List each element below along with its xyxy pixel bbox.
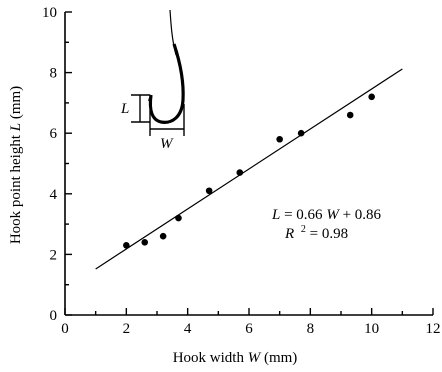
hook-label-l: L (120, 101, 129, 117)
x-tick-label: 6 (245, 321, 253, 337)
y-tick-label: 8 (50, 66, 58, 82)
eq-mid: = 0.66 (284, 207, 323, 223)
x-tick-label: 12 (426, 321, 441, 337)
x-axis-title-prefix: Hook width (173, 350, 248, 366)
eq-lhs: L (271, 207, 280, 223)
data-point (346, 111, 354, 119)
eq-var: W (326, 207, 340, 223)
y-tick-label: 4 (50, 187, 58, 203)
axes (64, 12, 433, 316)
x-tick-label: 4 (184, 321, 192, 337)
data-point (276, 135, 283, 143)
y-tick-label: 2 (50, 247, 58, 263)
eq-rhs: + 0.86 (343, 207, 382, 223)
y-axis-title-suffix: (mm) (8, 86, 24, 119)
hook-label-w: W (160, 136, 174, 152)
data-point (205, 187, 213, 195)
y-tick-label: 10 (42, 5, 57, 21)
data-point (297, 129, 305, 137)
fit-equation: L = 0.66 W + 0.86 (271, 207, 382, 223)
data-point (159, 232, 167, 240)
data-points (123, 93, 375, 249)
x-axis-title: Hook width W (mm) (173, 350, 298, 366)
r2-sup: 2 (301, 224, 306, 235)
y-tick-label: 0 (50, 308, 58, 324)
x-axis-title-suffix: (mm) (264, 350, 297, 366)
hook-diagram: L W (120, 9, 185, 152)
y-axis-title: Hook point height L (mm) (8, 86, 24, 244)
r-squared: R 2 = 0.98 (284, 220, 348, 242)
data-point (123, 242, 130, 249)
x-tick-label: 8 (307, 321, 315, 337)
hook-point (148, 94, 152, 102)
hook-body (148, 43, 185, 124)
r2-var: R (284, 226, 294, 242)
ticks: 0 2 4 6 8 10 12 0 2 4 6 8 10 (42, 5, 441, 337)
fit-line (95, 68, 403, 270)
x-axis-title-var: W (248, 350, 262, 366)
data-point (175, 214, 182, 222)
x-tick-label: 2 (123, 321, 131, 337)
x-tick-label: 10 (364, 321, 379, 337)
r2-rhs: = 0.98 (310, 226, 348, 242)
y-axis-title-var: L (8, 123, 24, 132)
y-axis-title-prefix: Hook point height (8, 131, 24, 244)
y-tick-label: 6 (50, 126, 58, 142)
fit-line-group (95, 68, 403, 270)
data-point (368, 93, 375, 101)
data-point (141, 238, 149, 246)
x-tick-label: 0 (61, 321, 69, 337)
